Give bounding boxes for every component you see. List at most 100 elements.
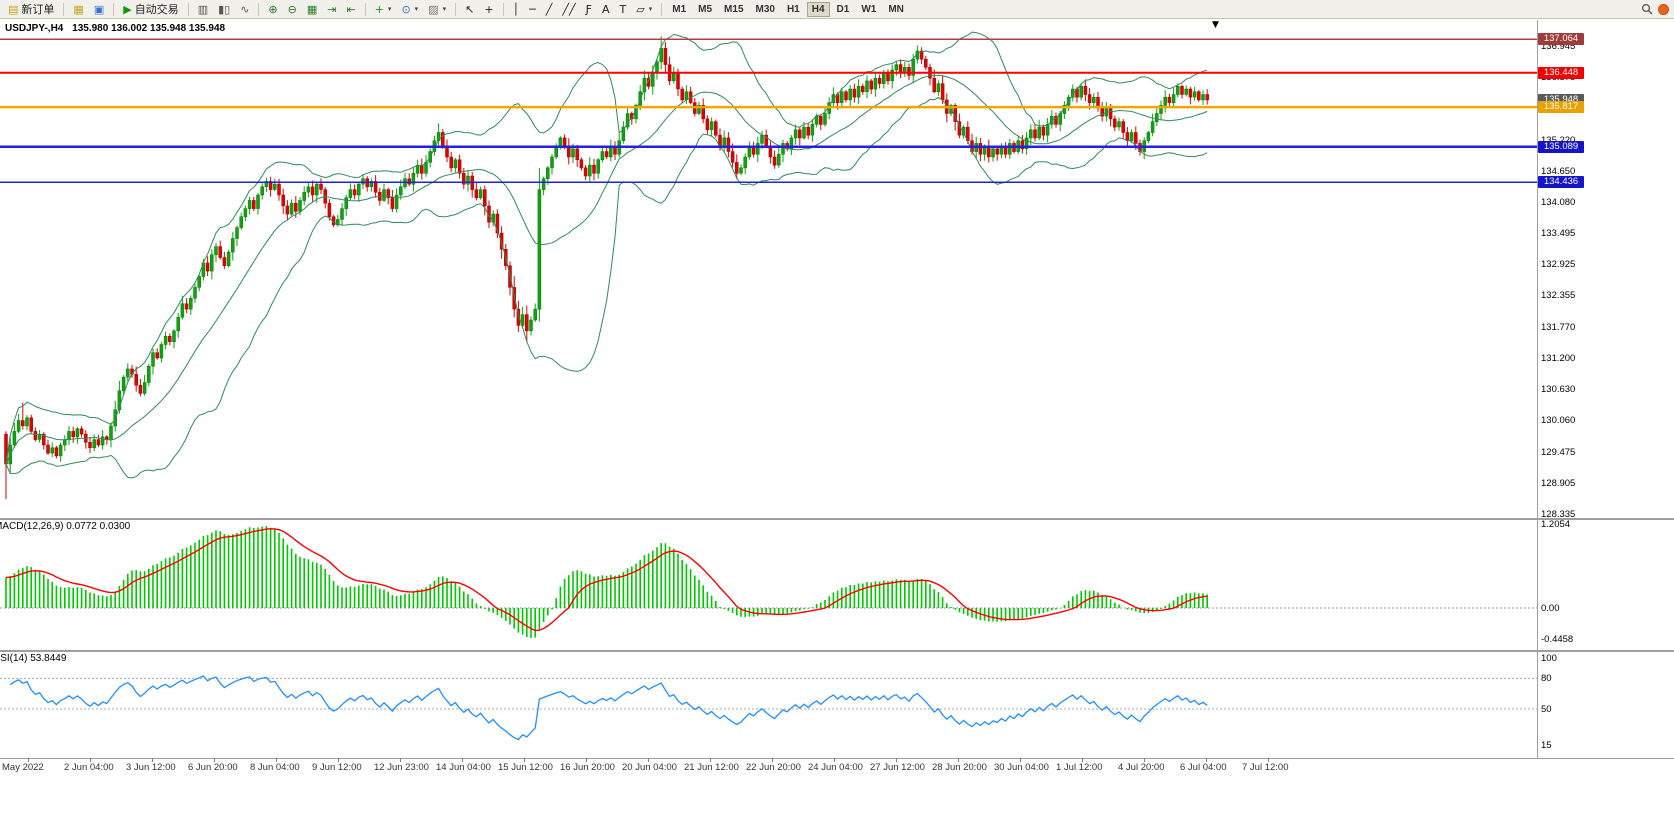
panel-splitter-macd[interactable] <box>0 518 1674 520</box>
chart-shift-button[interactable]: ⇤ <box>341 0 360 19</box>
indicators-button[interactable]: + ▾ <box>370 0 397 19</box>
time-axis-tick <box>28 758 29 762</box>
time-axis-tick <box>400 758 401 762</box>
macd-scale-label: 1.2054 <box>1541 519 1571 530</box>
fibonacci-icon: Ƒ <box>585 2 592 16</box>
toolbar-separator <box>258 2 260 16</box>
text-tool-button[interactable]: A <box>597 0 615 19</box>
time-axis-tick <box>710 758 711 762</box>
chart-shift-icon: ⇤ <box>346 2 356 16</box>
bar-chart-button[interactable]: ▥ <box>193 0 213 19</box>
time-axis-label: 8 Jun 04:00 <box>250 762 300 773</box>
time-axis-label: 16 Jun 20:00 <box>560 762 615 773</box>
candlestick-chart-button[interactable]: ▮▯ <box>213 0 235 19</box>
channel-icon: ╱╱ <box>562 2 576 16</box>
price-axis-label: 128.335 <box>1541 508 1576 520</box>
periods-button[interactable]: ⊙ ▾ <box>396 0 423 19</box>
shapes-button[interactable]: ▱ ▾ <box>631 0 657 19</box>
timeframe-button-H4[interactable]: H4 <box>806 1 830 17</box>
channel-button[interactable]: ╱╱ <box>557 0 580 19</box>
time-axis-label: 22 Jun 20:00 <box>746 762 801 773</box>
time-axis-tick <box>1082 758 1083 762</box>
price-axis-label: 134.650 <box>1541 165 1576 177</box>
cursor-button[interactable]: ↖ <box>460 0 479 19</box>
chevron-down-icon: ▾ <box>414 5 419 13</box>
toolbar-separator <box>455 2 457 16</box>
toolbar: ▤ 新订单 ▦ ▣ ▶ 自动交易 ▥ ▮▯ ∿ ⊕ ⊖ ▦ ⇥ ⇤ + ▾ ⊙ ▾ ▨ ▾ ↖ + │ ─ ╱ ╱╱ Ƒ A T ▱ ▾ M1… <box>0 0 1674 19</box>
chart-shift-marker-icon[interactable]: ▼ <box>1212 20 1219 30</box>
label-icon: T <box>619 2 627 16</box>
add-indicator-icon: + <box>374 2 384 16</box>
search-icon[interactable] <box>1641 3 1653 15</box>
fibonacci-button[interactable]: Ƒ <box>581 0 597 19</box>
price-line-badge: 137.064 <box>1538 33 1584 46</box>
time-axis-tick <box>1206 758 1207 762</box>
time-axis-tick <box>1020 758 1021 762</box>
chevron-down-icon: ▾ <box>442 5 447 13</box>
timeframe-button-M5[interactable]: M5 <box>698 3 713 15</box>
time-axis-tick <box>896 758 897 762</box>
label-tool-button[interactable]: T <box>615 0 632 19</box>
toolbar-right-group <box>1641 3 1671 15</box>
tile-windows-button[interactable]: ▦ <box>302 0 322 19</box>
notification-badge[interactable] <box>1658 3 1669 15</box>
price-axis-label: 133.495 <box>1541 228 1576 240</box>
time-axis-tick <box>338 758 339 762</box>
zoom-in-button[interactable]: ⊕ <box>263 0 282 19</box>
rsi-scale-label: 15 <box>1541 739 1552 751</box>
time-axis-tick <box>648 758 649 762</box>
time-axis-label: 14 Jun 04:00 <box>436 762 491 773</box>
timeframe-button-H1[interactable]: H1 <box>786 3 800 15</box>
trendline-button[interactable]: ╱ <box>541 0 558 19</box>
time-axis-label: 15 Jun 12:00 <box>498 762 553 773</box>
time-axis-label: 6 Jun 20:00 <box>188 762 238 773</box>
vertical-line-button[interactable]: │ <box>508 0 525 19</box>
auto-trading-button-label: 自动交易 <box>134 4 179 16</box>
line-chart-button[interactable]: ∿ <box>235 0 254 19</box>
time-axis-separator <box>0 758 1674 759</box>
zoom-out-button[interactable]: ⊖ <box>283 0 302 19</box>
timeframe-button-M1[interactable]: M1 <box>672 3 687 15</box>
macd-label: MACD(12,26,9) 0.0772 0.0300 <box>0 521 131 532</box>
candlestick-icon: ▮▯ <box>218 2 231 16</box>
templates-button[interactable]: ▨ ▾ <box>423 0 451 19</box>
time-axis-tick <box>462 758 463 762</box>
price-axis-label: 132.355 <box>1541 290 1576 302</box>
timeframe-button-M30[interactable]: M30 <box>755 3 775 15</box>
tile-windows-icon: ▦ <box>306 2 318 16</box>
time-axis-label: 21 Jun 12:00 <box>684 762 739 773</box>
price-axis-separator <box>1537 20 1538 758</box>
panel-splitter-rsi[interactable] <box>0 650 1674 652</box>
time-axis-tick <box>1268 758 1269 762</box>
auto-trading-button[interactable]: ▶ 自动交易 <box>118 0 183 19</box>
time-axis-tick <box>524 758 525 762</box>
time-axis-tick <box>834 758 835 762</box>
auto-scroll-button[interactable]: ⇥ <box>322 0 341 19</box>
toolbar-separator <box>502 2 504 16</box>
charts-window-button[interactable]: ▦ <box>68 0 88 19</box>
chart-window-icon: ▦ <box>73 2 84 16</box>
macd-scale-label: 0.00 <box>1541 603 1560 614</box>
new-order-button[interactable]: ▤ 新订单 <box>3 0 59 19</box>
timeframe-button-M15[interactable]: M15 <box>724 3 744 15</box>
price-line-badge: 135.817 <box>1538 101 1584 114</box>
time-axis-label: 7 Jul 12:00 <box>1242 762 1289 773</box>
timeframe-button-MN[interactable]: MN <box>888 3 904 15</box>
time-axis-label: 28 Jun 20:00 <box>932 762 987 773</box>
crosshair-button[interactable]: + <box>479 0 498 19</box>
chart-canvas[interactable] <box>0 20 1674 778</box>
price-axis-label: 130.060 <box>1541 415 1576 426</box>
chevron-down-icon: ▾ <box>387 5 392 13</box>
horizontal-line-button[interactable]: ─ <box>524 0 541 19</box>
template-icon: ▨ <box>428 2 439 16</box>
timeframe-button-W1[interactable]: W1 <box>861 3 877 15</box>
market-watch-button[interactable]: ▣ <box>89 0 109 19</box>
timeframe-button-D1[interactable]: D1 <box>836 3 850 15</box>
time-axis-label: 1 Jul 12:00 <box>1056 762 1103 773</box>
chart-window[interactable]: USDJPY-,H4 135.980 136.002 135.948 135.9… <box>0 20 1674 778</box>
time-axis-tick <box>772 758 773 762</box>
crosshair-icon: + <box>484 2 494 16</box>
time-axis-label: 2 Jun 04:00 <box>64 762 114 773</box>
time-axis-label: 30 Jun 04:00 <box>994 762 1049 773</box>
time-axis-label: 24 Jun 04:00 <box>808 762 863 773</box>
